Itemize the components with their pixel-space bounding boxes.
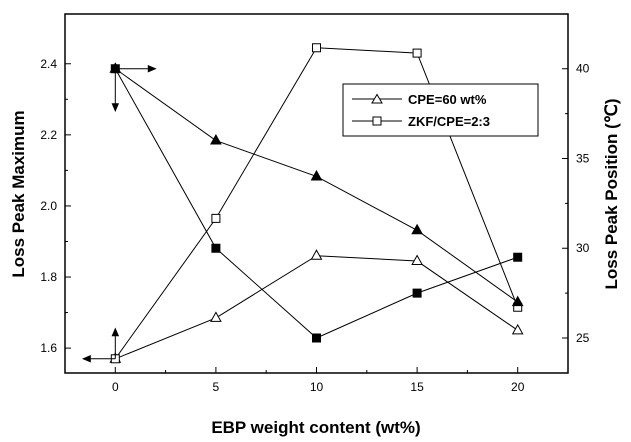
- legend-label-cpe: CPE=60 wt%: [408, 92, 487, 107]
- x-axis-title: EBP weight content (wt%): [211, 418, 420, 437]
- data-point-triangle: [210, 311, 222, 322]
- data-point-triangle: [310, 249, 323, 260]
- data-point-square: [211, 213, 221, 223]
- x-tick-label: 10: [310, 380, 324, 394]
- tick-marks: [65, 63, 568, 373]
- y-right-tick-label: 35: [576, 151, 590, 165]
- data-point-square: [312, 333, 321, 343]
- y-right-tick-label: 30: [576, 241, 590, 255]
- axis-arrows: [82, 64, 157, 363]
- left-axis-title: Loss Peak Maximum: [9, 110, 28, 277]
- data-point-triangle: [411, 223, 423, 235]
- arrow-left-head: [82, 355, 91, 363]
- plot-frame: [64, 13, 569, 374]
- arrow-right-head: [147, 64, 157, 73]
- legend-box: [342, 83, 539, 137]
- data-point-triangle: [511, 295, 524, 307]
- legend-marker-triangle: [371, 93, 383, 104]
- series-line-0: [115, 255, 518, 360]
- data-point-square: [412, 48, 422, 58]
- arrow-up-head: [111, 327, 120, 337]
- y-right-tick-label: 40: [576, 62, 590, 76]
- data-point-triangle: [210, 134, 222, 145]
- legend: CPE=60 wt% ZKF/CPE=2:3: [342, 83, 539, 137]
- tick-labels: 0 5 10 15 20 1.6 1.8 2.0 2.2 2.4 25 30 35 40: [40, 57, 589, 394]
- data-point-triangle: [511, 323, 524, 335]
- x-tick-label: 0: [112, 380, 119, 394]
- arrow-down-head: [111, 103, 120, 113]
- legend-marker-square: [372, 116, 382, 126]
- y-left-tick-label: 2.0: [40, 199, 57, 213]
- data-point-square: [513, 252, 523, 262]
- data-point-triangle: [411, 254, 423, 266]
- data-point-square: [312, 43, 321, 53]
- y-right-tick-label: 25: [576, 331, 590, 345]
- x-tick-label: 20: [511, 380, 525, 394]
- data-point-square: [412, 288, 422, 298]
- x-tick-label: 5: [213, 380, 220, 394]
- y-left-tick-label: 2.4: [40, 57, 57, 71]
- data-point-triangle: [310, 169, 323, 181]
- legend-label-zkf: ZKF/CPE=2:3: [408, 114, 490, 129]
- x-tick-label: 15: [410, 380, 424, 394]
- y-left-tick-label: 1.8: [40, 270, 57, 284]
- y-left-tick-label: 2.2: [40, 128, 57, 142]
- y-left-tick-label: 1.6: [40, 341, 57, 355]
- data-point-square: [211, 243, 221, 253]
- right-axis-title: Loss Peak Position (℃): [602, 98, 621, 289]
